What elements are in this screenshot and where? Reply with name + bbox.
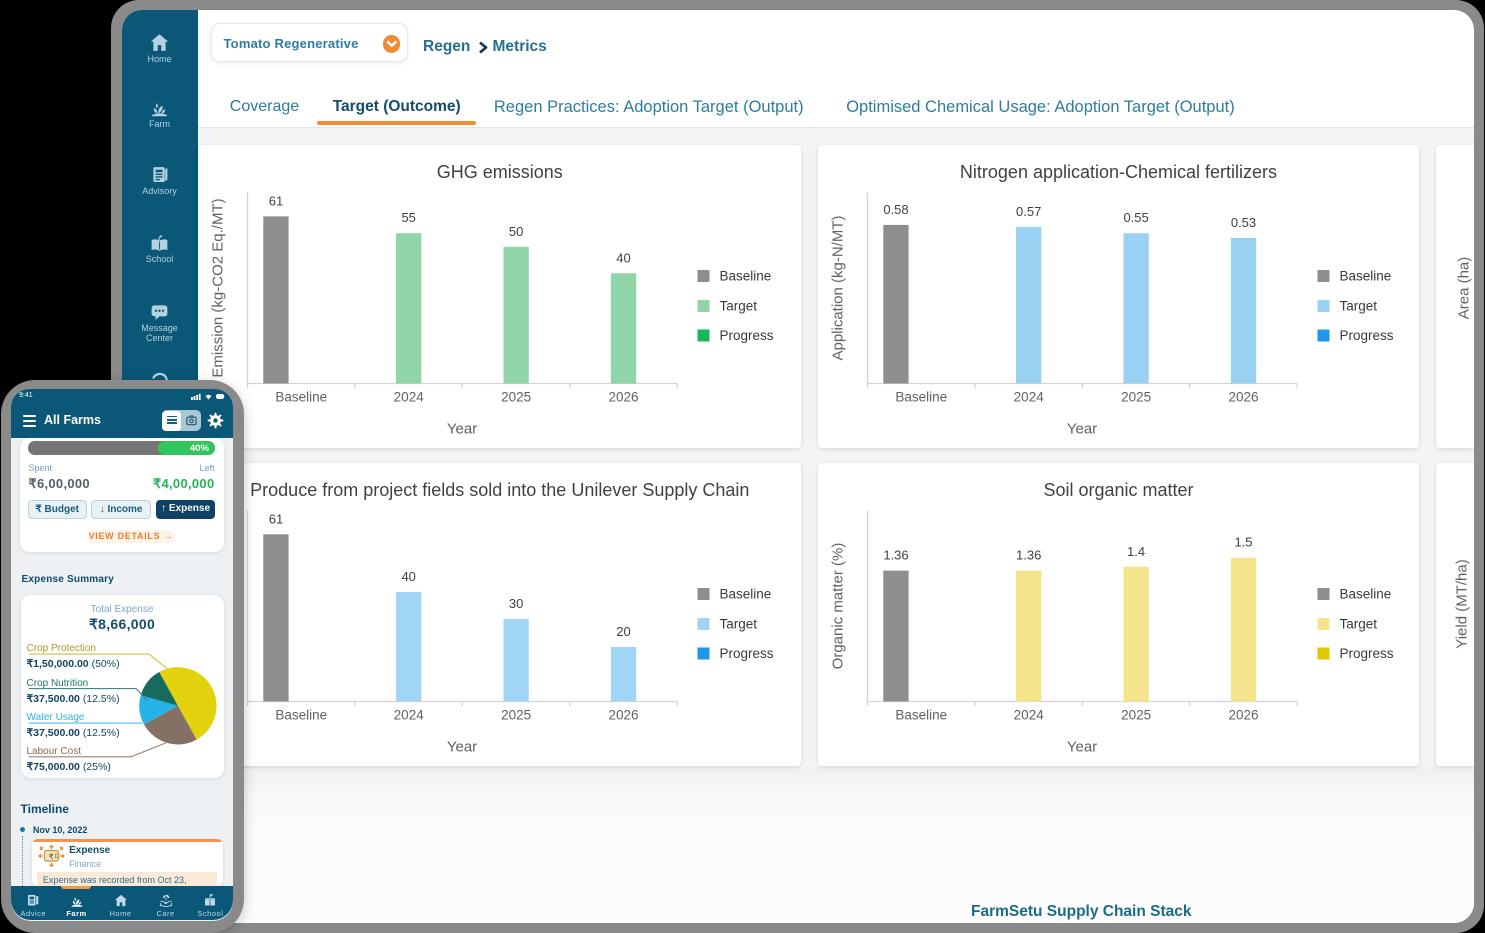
svg-text:Baseline: Baseline [895, 708, 947, 723]
svg-text:50: 50 [508, 224, 522, 239]
svg-text:Produce from project fields so: Produce from project fields sold into th… [250, 480, 749, 500]
svg-text:2025: 2025 [1121, 708, 1151, 723]
svg-text:Progress: Progress [1340, 328, 1394, 343]
svg-text:1.4: 1.4 [1127, 544, 1145, 559]
svg-text:2024: 2024 [1014, 708, 1045, 723]
svg-text:Application (kg-N/MT): Application (kg-N/MT) [830, 215, 847, 360]
svg-text:2026: 2026 [1228, 708, 1258, 723]
svg-text:2025: 2025 [1121, 390, 1151, 405]
svg-text:2025: 2025 [501, 708, 531, 723]
svg-text:Target: Target [1340, 299, 1378, 314]
svg-text:0.57: 0.57 [1016, 204, 1041, 219]
svg-text:2026: 2026 [608, 390, 638, 405]
svg-text:1.36: 1.36 [883, 548, 908, 563]
svg-text:2024: 2024 [1014, 390, 1045, 405]
svg-text:2026: 2026 [1228, 390, 1258, 405]
svg-text:0.55: 0.55 [1123, 210, 1148, 225]
svg-text:61: 61 [268, 193, 282, 208]
svg-text:Target: Target [719, 299, 757, 314]
svg-text:₹: ₹ [49, 853, 54, 861]
svg-text:Emission (kg-CO2 Eq./MT): Emission (kg-CO2 Eq./MT) [209, 198, 226, 377]
svg-text:40: 40 [401, 569, 415, 584]
svg-text:2024: 2024 [393, 708, 424, 723]
svg-text:2026: 2026 [608, 708, 638, 723]
svg-text:1.36: 1.36 [1016, 548, 1041, 563]
svg-text:30: 30 [508, 596, 522, 611]
svg-text:Target: Target [1340, 617, 1378, 632]
svg-text:2025: 2025 [501, 390, 531, 405]
svg-text:Baseline: Baseline [275, 708, 327, 723]
svg-text:61: 61 [268, 511, 282, 526]
svg-text:40: 40 [616, 250, 630, 265]
svg-text:Baseline: Baseline [719, 587, 771, 602]
svg-text:0.58: 0.58 [883, 202, 908, 217]
svg-text:Year: Year [1067, 739, 1097, 756]
svg-text:1.5: 1.5 [1234, 535, 1252, 550]
svg-text:GHG emissions: GHG emissions [436, 162, 562, 182]
svg-text:Year: Year [446, 739, 476, 756]
svg-text:Soil organic matter: Soil organic matter [1043, 480, 1193, 500]
svg-text:Target: Target [719, 617, 757, 632]
svg-text:Year: Year [1067, 421, 1097, 438]
svg-text:Baseline: Baseline [275, 390, 327, 405]
svg-text:55: 55 [401, 210, 415, 225]
svg-text:Year: Year [446, 421, 476, 438]
svg-text:Progress: Progress [1340, 646, 1394, 661]
svg-text:Baseline: Baseline [1340, 269, 1392, 284]
svg-text:Progress: Progress [719, 646, 773, 661]
svg-text:Nitrogen application-Chemical: Nitrogen application-Chemical fertilizer… [960, 162, 1277, 182]
svg-text:Organic matter (%): Organic matter (%) [830, 543, 847, 670]
svg-text:Progress: Progress [719, 328, 773, 343]
svg-text:Baseline: Baseline [719, 269, 771, 284]
svg-text:Baseline: Baseline [1340, 587, 1392, 602]
svg-text:2024: 2024 [393, 390, 424, 405]
svg-text:0.53: 0.53 [1231, 215, 1256, 230]
svg-text:Baseline: Baseline [895, 390, 947, 405]
svg-text:20: 20 [616, 624, 630, 639]
